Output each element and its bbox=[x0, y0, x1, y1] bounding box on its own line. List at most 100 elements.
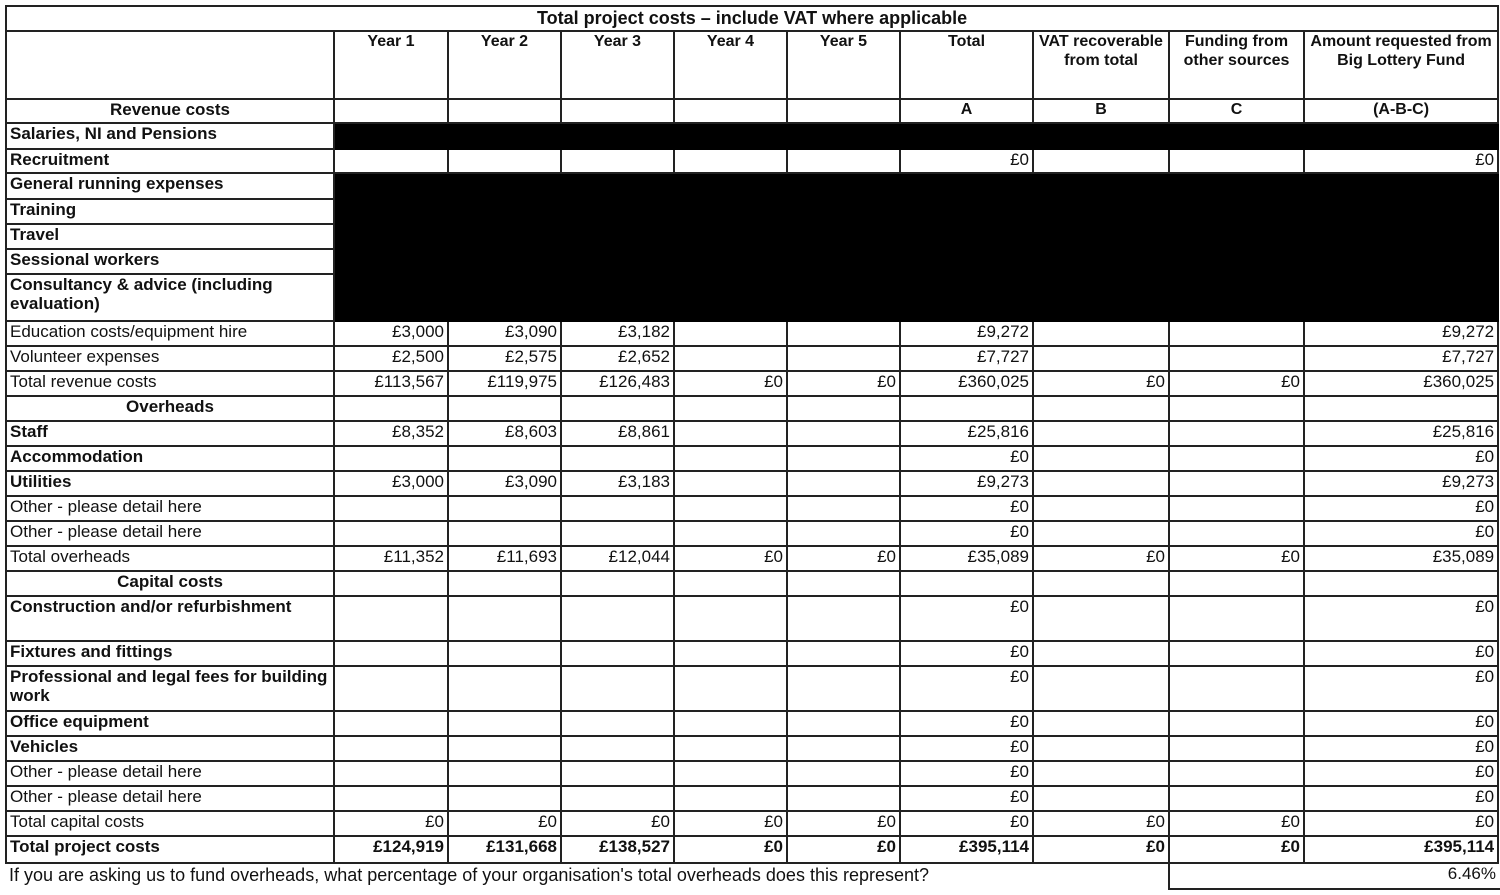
value-cell[interactable]: £360,025 bbox=[899, 370, 1034, 397]
value-cell[interactable] bbox=[786, 470, 901, 497]
value-cell[interactable]: £0 bbox=[1168, 545, 1305, 572]
value-cell[interactable] bbox=[560, 710, 675, 737]
value-cell[interactable]: £0 bbox=[673, 810, 788, 837]
value-cell[interactable]: £0 bbox=[899, 495, 1034, 522]
value-cell[interactable]: £0 bbox=[1302, 495, 1500, 522]
value-cell[interactable]: £0 bbox=[899, 665, 1034, 712]
value-cell[interactable] bbox=[1168, 710, 1305, 737]
value-cell[interactable] bbox=[1032, 735, 1170, 762]
value-cell[interactable] bbox=[1032, 640, 1170, 667]
value-cell[interactable]: £9,272 bbox=[1302, 320, 1500, 347]
value-cell[interactable] bbox=[560, 665, 675, 712]
value-cell[interactable] bbox=[673, 665, 788, 712]
value-cell[interactable] bbox=[1168, 445, 1305, 472]
value-cell[interactable]: £0 bbox=[1302, 710, 1500, 737]
value-cell[interactable]: £25,816 bbox=[899, 420, 1034, 447]
value-cell[interactable] bbox=[1032, 148, 1170, 174]
value-cell[interactable] bbox=[786, 345, 901, 372]
value-cell[interactable]: £0 bbox=[1032, 370, 1170, 397]
value-cell[interactable] bbox=[560, 640, 675, 667]
value-cell[interactable]: £25,816 bbox=[1302, 420, 1500, 447]
value-cell[interactable]: £2,575 bbox=[447, 345, 562, 372]
value-cell[interactable]: £0 bbox=[899, 710, 1034, 737]
value-cell[interactable]: £0 bbox=[1302, 665, 1500, 712]
value-cell[interactable] bbox=[560, 520, 675, 547]
value-cell[interactable]: £11,352 bbox=[333, 545, 449, 572]
value-cell[interactable] bbox=[447, 760, 562, 787]
value-cell[interactable]: £0 bbox=[899, 735, 1034, 762]
value-cell[interactable]: £0 bbox=[899, 640, 1034, 667]
value-cell[interactable] bbox=[673, 520, 788, 547]
value-cell[interactable] bbox=[673, 148, 788, 174]
value-cell[interactable] bbox=[1168, 785, 1305, 812]
value-cell[interactable]: £0 bbox=[1032, 810, 1170, 837]
value-cell[interactable] bbox=[1168, 520, 1305, 547]
value-cell[interactable]: £0 bbox=[899, 445, 1034, 472]
value-cell[interactable]: £131,668 bbox=[447, 835, 562, 864]
value-cell[interactable]: £0 bbox=[899, 785, 1034, 812]
value-cell[interactable] bbox=[560, 495, 675, 522]
value-cell[interactable]: £12,044 bbox=[560, 545, 675, 572]
value-cell[interactable]: £0 bbox=[1168, 810, 1305, 837]
value-cell[interactable]: £0 bbox=[1302, 148, 1500, 174]
value-cell[interactable] bbox=[1168, 595, 1305, 642]
value-cell[interactable] bbox=[1032, 665, 1170, 712]
value-cell[interactable] bbox=[1168, 760, 1305, 787]
value-cell[interactable] bbox=[1032, 495, 1170, 522]
value-cell[interactable] bbox=[333, 148, 449, 174]
value-cell[interactable]: £9,272 bbox=[899, 320, 1034, 347]
value-cell[interactable]: £7,727 bbox=[899, 345, 1034, 372]
value-cell[interactable]: £3,000 bbox=[333, 470, 449, 497]
value-cell[interactable] bbox=[786, 665, 901, 712]
value-cell[interactable] bbox=[447, 495, 562, 522]
value-cell[interactable] bbox=[447, 665, 562, 712]
value-cell[interactable] bbox=[786, 760, 901, 787]
value-cell[interactable] bbox=[1168, 320, 1305, 347]
value-cell[interactable] bbox=[333, 735, 449, 762]
value-cell[interactable] bbox=[447, 148, 562, 174]
value-cell[interactable] bbox=[560, 445, 675, 472]
value-cell[interactable]: £35,089 bbox=[1302, 545, 1500, 572]
value-cell[interactable]: £0 bbox=[1302, 760, 1500, 787]
value-cell[interactable]: £0 bbox=[786, 545, 901, 572]
value-cell[interactable]: £0 bbox=[560, 810, 675, 837]
value-cell[interactable]: £7,727 bbox=[1302, 345, 1500, 372]
value-cell[interactable] bbox=[786, 735, 901, 762]
value-cell[interactable] bbox=[333, 710, 449, 737]
value-cell[interactable]: £3,090 bbox=[447, 470, 562, 497]
value-cell[interactable] bbox=[786, 520, 901, 547]
value-cell[interactable] bbox=[1032, 785, 1170, 812]
value-cell[interactable]: £0 bbox=[447, 810, 562, 837]
value-cell[interactable] bbox=[786, 785, 901, 812]
value-cell[interactable] bbox=[333, 640, 449, 667]
value-cell[interactable] bbox=[1032, 445, 1170, 472]
value-cell[interactable]: £138,527 bbox=[560, 835, 675, 864]
value-cell[interactable]: £0 bbox=[1302, 640, 1500, 667]
value-cell[interactable] bbox=[673, 785, 788, 812]
value-cell[interactable]: £0 bbox=[786, 835, 901, 864]
value-cell[interactable] bbox=[1032, 420, 1170, 447]
value-cell[interactable] bbox=[560, 595, 675, 642]
value-cell[interactable] bbox=[1168, 495, 1305, 522]
value-cell[interactable]: £0 bbox=[1302, 735, 1500, 762]
value-cell[interactable] bbox=[786, 710, 901, 737]
value-cell[interactable] bbox=[560, 785, 675, 812]
value-cell[interactable]: £0 bbox=[1032, 545, 1170, 572]
value-cell[interactable]: £0 bbox=[1032, 835, 1170, 864]
value-cell[interactable]: £3,000 bbox=[333, 320, 449, 347]
value-cell[interactable] bbox=[560, 735, 675, 762]
value-cell[interactable] bbox=[1032, 760, 1170, 787]
value-cell[interactable]: £119,975 bbox=[447, 370, 562, 397]
value-cell[interactable]: £0 bbox=[1168, 835, 1305, 864]
value-cell[interactable] bbox=[673, 345, 788, 372]
value-cell[interactable]: £0 bbox=[1302, 445, 1500, 472]
value-cell[interactable]: £0 bbox=[1168, 370, 1305, 397]
value-cell[interactable]: £360,025 bbox=[1302, 370, 1500, 397]
value-cell[interactable] bbox=[786, 445, 901, 472]
value-cell[interactable]: £0 bbox=[786, 370, 901, 397]
value-cell[interactable] bbox=[1032, 710, 1170, 737]
value-cell[interactable] bbox=[447, 710, 562, 737]
value-cell[interactable]: £0 bbox=[786, 810, 901, 837]
value-cell[interactable] bbox=[333, 520, 449, 547]
value-cell[interactable]: £0 bbox=[899, 520, 1034, 547]
